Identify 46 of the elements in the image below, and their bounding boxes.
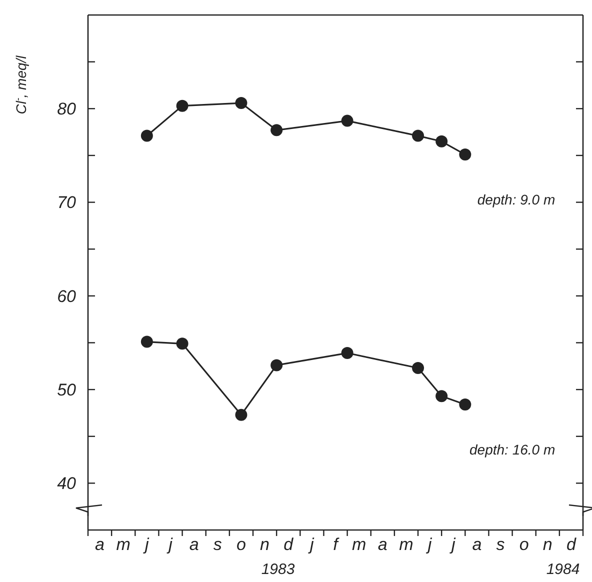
x-tick-label: n: [542, 535, 552, 554]
x-tick-label: a: [378, 535, 388, 554]
point: [235, 408, 248, 421]
point: [235, 97, 248, 110]
legend-label: depth: 9.0 m: [477, 192, 556, 208]
x-tick-label: j: [449, 535, 456, 554]
y-tick-label: 60: [57, 286, 77, 306]
point: [436, 390, 448, 402]
point: [459, 148, 472, 161]
x-tick-label: o: [236, 535, 246, 554]
point: [176, 100, 188, 112]
point: [436, 135, 448, 148]
x-tick-label: m: [399, 535, 414, 554]
x-tick-label: j: [166, 535, 174, 554]
y-tick-label: 80: [57, 100, 77, 119]
point: [176, 338, 188, 350]
point: [140, 130, 153, 142]
x-tick-label: a: [472, 535, 482, 554]
point: [140, 336, 153, 348]
point: [270, 359, 283, 372]
x-tick-label: f: [333, 535, 340, 554]
x-tick-label: j: [308, 535, 316, 554]
x-tick-label: a: [95, 535, 105, 554]
y-tick-label: 70: [57, 193, 77, 212]
point: [341, 114, 354, 127]
x-tick-label: n: [260, 535, 270, 554]
x-tick-label: d: [284, 535, 294, 554]
x-tick-label: o: [519, 535, 529, 554]
text: depth: 16.0 m: [470, 442, 556, 458]
x-tick-label: s: [496, 535, 506, 554]
point: [412, 130, 424, 142]
x-tick-label: j: [426, 535, 433, 554]
x-tick-label: j: [143, 535, 150, 554]
text: 1984: [546, 561, 580, 578]
x-tick-label: m: [352, 535, 366, 554]
point: [412, 362, 424, 374]
x-tick-label: d: [566, 535, 576, 554]
x-tick-label: s: [213, 535, 222, 554]
point: [270, 124, 283, 136]
text: 1983: [261, 561, 296, 578]
x-tick-label: a: [189, 535, 199, 554]
point: [459, 398, 472, 411]
y-tick-label: 50: [57, 380, 77, 400]
point: [341, 347, 354, 360]
y-tick-label: 40: [57, 474, 77, 494]
x-tick-label: m: [116, 535, 130, 554]
